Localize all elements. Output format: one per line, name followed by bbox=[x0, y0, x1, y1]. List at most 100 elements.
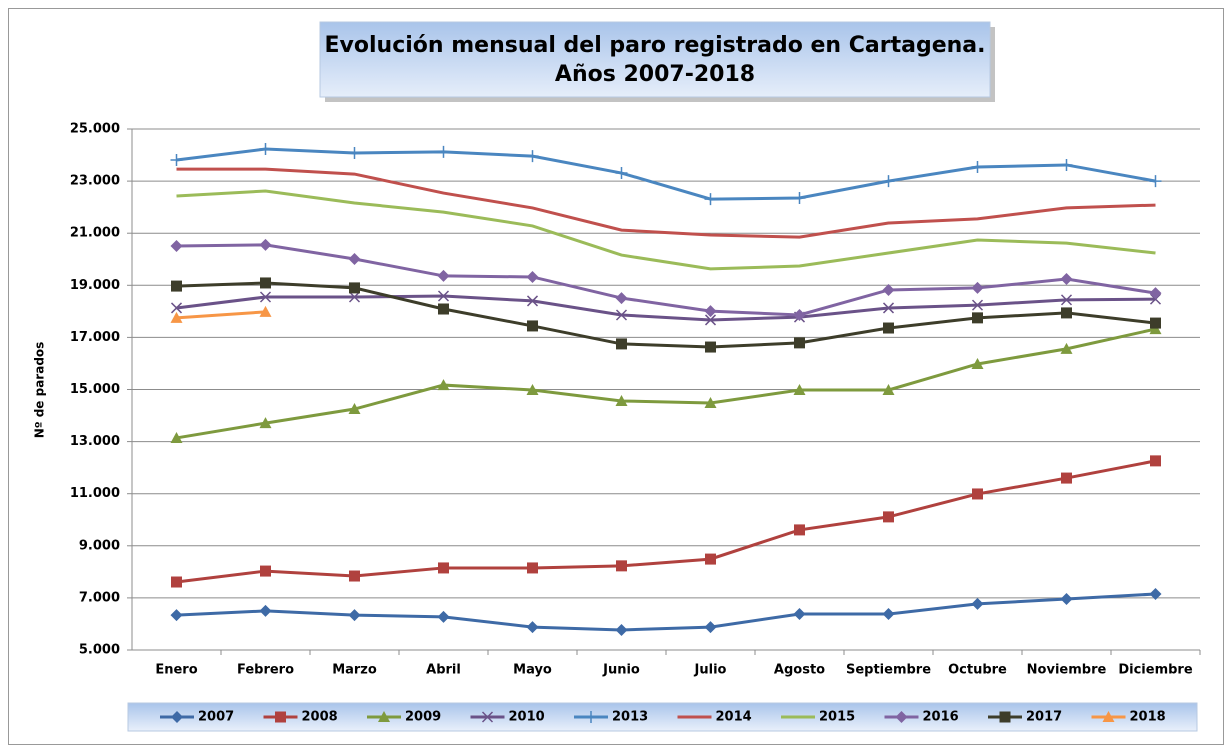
data-point bbox=[972, 312, 983, 324]
data-point bbox=[437, 145, 450, 158]
series-line bbox=[176, 281, 1156, 349]
data-point bbox=[971, 299, 984, 311]
data-point bbox=[1150, 455, 1161, 467]
legend-label: 2018 bbox=[1130, 710, 1166, 725]
data-point bbox=[170, 311, 183, 323]
data-point bbox=[793, 608, 806, 621]
series-line bbox=[176, 243, 1156, 317]
data-point bbox=[348, 252, 361, 265]
y-axis-label: Nº de parados bbox=[33, 342, 47, 439]
data-point bbox=[793, 384, 806, 396]
data-point bbox=[526, 150, 539, 163]
data-point bbox=[527, 562, 538, 574]
data-point bbox=[438, 562, 449, 574]
data-point bbox=[971, 597, 984, 610]
data-point bbox=[1150, 317, 1161, 329]
x-tick-label: Enero bbox=[155, 663, 197, 678]
data-point bbox=[349, 282, 360, 294]
series-line bbox=[176, 310, 266, 320]
data-point bbox=[882, 384, 895, 396]
legend-label: 2015 bbox=[819, 710, 855, 725]
data-point bbox=[260, 277, 271, 289]
data-point bbox=[615, 394, 628, 406]
data-point bbox=[1061, 472, 1072, 484]
data-point bbox=[972, 488, 983, 500]
data-point bbox=[1061, 307, 1072, 319]
data-point bbox=[259, 604, 272, 617]
data-point bbox=[170, 431, 183, 443]
data-point bbox=[615, 623, 628, 636]
data-point bbox=[348, 146, 361, 159]
data-point bbox=[1149, 287, 1162, 300]
data-point bbox=[882, 608, 895, 621]
data-point bbox=[794, 337, 805, 349]
data-point bbox=[259, 238, 272, 251]
data-point bbox=[170, 302, 183, 314]
y-tick-label: 21.000 bbox=[70, 226, 120, 241]
data-point bbox=[437, 269, 450, 282]
legend-label: 2013 bbox=[612, 710, 648, 725]
data-point bbox=[971, 161, 984, 174]
data-point bbox=[883, 511, 894, 523]
y-tick-label: 7.000 bbox=[79, 590, 120, 605]
legend-label: 2016 bbox=[923, 710, 959, 725]
x-tick-label: Septiembre bbox=[846, 663, 931, 678]
data-point bbox=[526, 621, 539, 634]
data-point bbox=[171, 576, 182, 588]
y-tick-label: 17.000 bbox=[70, 330, 120, 345]
legend-marker bbox=[481, 711, 494, 723]
data-point bbox=[704, 193, 717, 206]
y-tick-label: 23.000 bbox=[70, 174, 120, 189]
data-point bbox=[437, 610, 450, 623]
data-point bbox=[170, 609, 183, 622]
y-tick-label: 19.000 bbox=[70, 278, 120, 293]
data-point bbox=[437, 379, 450, 391]
data-point bbox=[1149, 587, 1162, 600]
data-point bbox=[348, 291, 361, 303]
series-line bbox=[176, 147, 1156, 201]
data-point bbox=[1149, 175, 1162, 188]
data-point bbox=[1060, 294, 1073, 306]
data-point bbox=[615, 167, 628, 180]
legend-marker bbox=[275, 711, 286, 723]
legend-label: 2007 bbox=[198, 710, 234, 725]
data-point bbox=[348, 403, 361, 415]
legend-label: 2009 bbox=[405, 710, 441, 725]
x-tick-label: Agosto bbox=[774, 663, 825, 678]
y-tick-label: 13.000 bbox=[70, 434, 120, 449]
x-tick-label: Diciembre bbox=[1118, 663, 1192, 678]
chart-title: Evolución mensual del paro registrado en… bbox=[325, 33, 986, 58]
x-tick-label: Abril bbox=[426, 663, 461, 678]
x-tick-label: Noviembre bbox=[1027, 663, 1107, 678]
x-tick-label: Mayo bbox=[513, 663, 552, 678]
data-point bbox=[615, 309, 628, 321]
data-point bbox=[704, 397, 717, 409]
data-point bbox=[171, 280, 182, 292]
legend-marker bbox=[585, 711, 597, 723]
legend-marker bbox=[378, 711, 390, 722]
legend-marker bbox=[171, 711, 183, 723]
legend-marker bbox=[895, 711, 908, 723]
data-point bbox=[170, 239, 183, 252]
series-line bbox=[176, 459, 1156, 584]
data-point bbox=[259, 305, 272, 317]
data-point bbox=[349, 570, 360, 582]
data-point bbox=[704, 621, 717, 634]
data-point bbox=[1060, 342, 1073, 354]
chart-title: Años 2007-2018 bbox=[555, 62, 755, 87]
data-point bbox=[971, 281, 984, 294]
data-point bbox=[526, 384, 539, 396]
legend-label: 2010 bbox=[509, 710, 545, 725]
y-tick-label: 15.000 bbox=[70, 382, 120, 397]
data-point bbox=[527, 320, 538, 332]
data-point bbox=[794, 524, 805, 536]
x-tick-label: Febrero bbox=[237, 663, 294, 678]
y-tick-label: 11.000 bbox=[70, 486, 120, 501]
data-point bbox=[437, 290, 450, 302]
y-tick-label: 9.000 bbox=[79, 538, 120, 553]
legend-label: 2014 bbox=[716, 710, 752, 725]
data-point bbox=[971, 357, 984, 369]
series-line bbox=[176, 592, 1156, 632]
legend-marker bbox=[999, 711, 1011, 723]
